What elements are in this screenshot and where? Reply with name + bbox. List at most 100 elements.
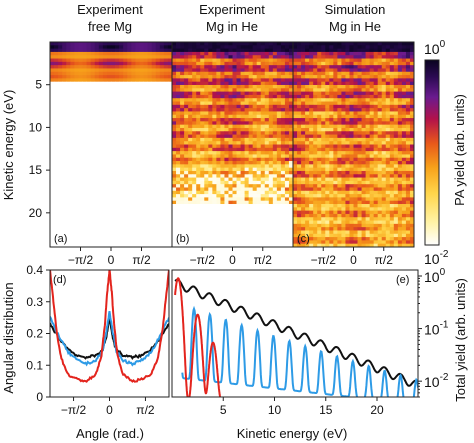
heatmap-cell bbox=[78, 147, 83, 152]
heatmap-cell bbox=[373, 81, 379, 86]
heatmap-cell bbox=[276, 71, 282, 76]
heatmap-cell bbox=[228, 207, 233, 212]
heatmap-cell bbox=[90, 240, 96, 245]
heatmap-cell bbox=[143, 223, 148, 228]
heatmap-cell bbox=[385, 141, 391, 145]
heatmap-cell bbox=[172, 121, 177, 126]
heatmap-cell bbox=[106, 55, 112, 59]
heatmap-cell bbox=[176, 118, 181, 122]
heatmap-cell bbox=[86, 230, 92, 235]
heatmap-cell bbox=[131, 42, 136, 46]
heatmap-cell bbox=[248, 170, 254, 175]
heatmap-cell bbox=[252, 127, 258, 132]
heatmap-cell bbox=[369, 174, 375, 178]
heatmap-cell bbox=[176, 197, 181, 202]
heatmap-cell bbox=[337, 111, 342, 116]
heatmap-cell bbox=[176, 230, 181, 235]
heatmap-cell bbox=[337, 45, 342, 50]
heatmap-cell bbox=[172, 134, 177, 139]
heatmap-cell bbox=[94, 187, 100, 192]
heatmap-cell bbox=[260, 194, 266, 198]
heatmap-cell bbox=[192, 207, 197, 212]
heatmap-cell bbox=[333, 121, 338, 126]
heatmap-cell bbox=[313, 81, 318, 86]
heatmap-cell bbox=[321, 68, 326, 73]
heatmap-cell bbox=[180, 101, 185, 106]
heatmap-cell bbox=[288, 48, 294, 53]
heatmap-cell bbox=[102, 91, 108, 96]
heatmap-cell bbox=[212, 144, 217, 149]
heatmap-cell bbox=[236, 240, 241, 245]
heatmap-cell bbox=[264, 170, 270, 175]
heatmap-cell bbox=[268, 124, 274, 129]
heatmap-cell bbox=[373, 167, 379, 172]
heatmap-cell bbox=[353, 131, 358, 135]
heatmap-cell bbox=[54, 227, 59, 231]
heatmap-cell bbox=[337, 121, 342, 126]
heatmap-cell bbox=[268, 243, 274, 248]
heatmap-cell bbox=[102, 104, 108, 109]
heatmap-cell bbox=[143, 213, 148, 218]
heatmap-cell bbox=[232, 180, 237, 185]
heatmap-cell bbox=[321, 61, 326, 66]
heatmap-cell bbox=[337, 81, 342, 86]
heatmap-cell bbox=[369, 98, 375, 102]
heatmap-cell bbox=[268, 207, 274, 212]
heatmap-cell bbox=[94, 141, 100, 145]
heatmap-cell bbox=[115, 121, 120, 126]
heatmap-cell bbox=[204, 137, 209, 142]
heatmap-cell bbox=[184, 177, 189, 182]
heatmap-cell bbox=[86, 61, 92, 66]
heatmap-cell bbox=[127, 118, 132, 122]
heatmap-cell bbox=[276, 220, 282, 225]
heatmap-cell bbox=[232, 91, 237, 96]
heatmap-cell bbox=[276, 134, 282, 139]
heatmap-cell bbox=[78, 61, 83, 66]
heatmap-cell bbox=[329, 114, 334, 119]
heatmap-cell bbox=[188, 167, 193, 172]
heatmap-cell bbox=[288, 127, 294, 132]
heatmap-cell bbox=[200, 108, 205, 112]
heatmap-cell bbox=[188, 177, 193, 182]
heatmap-cell bbox=[297, 134, 302, 139]
heatmap-cell bbox=[284, 184, 290, 188]
heatmap-cell bbox=[163, 147, 169, 152]
heatmap-cell bbox=[147, 68, 153, 73]
heatmap-cell bbox=[224, 151, 229, 155]
heatmap-cell bbox=[111, 68, 116, 73]
heatmap-cell bbox=[256, 118, 262, 122]
heatmap-cell bbox=[131, 114, 136, 119]
heatmap-cell bbox=[163, 151, 169, 155]
heatmap-cell bbox=[305, 42, 310, 46]
heatmap-cell bbox=[369, 154, 375, 159]
heatmap-cell bbox=[90, 230, 96, 235]
heatmap-cell bbox=[98, 207, 104, 212]
heatmap-cell bbox=[284, 207, 290, 212]
heatmap-cell bbox=[82, 134, 87, 139]
heatmap-cell bbox=[232, 230, 237, 235]
heatmap-cell bbox=[288, 94, 294, 99]
heatmap-cell bbox=[401, 141, 407, 145]
title-b-line2: Mg in He bbox=[206, 19, 258, 34]
heatmap-cell bbox=[345, 127, 350, 132]
heatmap-cell bbox=[50, 114, 55, 119]
heatmap-cell bbox=[393, 141, 399, 145]
heatmap-cell bbox=[208, 220, 213, 225]
heatmap-cell bbox=[70, 170, 75, 175]
heatmap-cell bbox=[127, 104, 132, 109]
heatmap-panel-b bbox=[172, 42, 294, 248]
heatmap-cell bbox=[66, 51, 71, 56]
heatmap-cell bbox=[180, 141, 185, 145]
heatmap-cell bbox=[66, 94, 71, 99]
heatmap-cell bbox=[123, 197, 128, 202]
heatmap-cell bbox=[393, 121, 399, 126]
heatmap-cell bbox=[204, 61, 209, 66]
heatmap-cell bbox=[86, 184, 92, 188]
heatmap-cell bbox=[325, 58, 330, 63]
heatmap-cell bbox=[333, 78, 338, 83]
heatmap-cell bbox=[127, 164, 132, 169]
heatmap-cell bbox=[297, 48, 302, 53]
heatmap-cell bbox=[276, 121, 282, 126]
heatmap-cell bbox=[184, 190, 189, 195]
heatmap-cell bbox=[276, 91, 282, 96]
